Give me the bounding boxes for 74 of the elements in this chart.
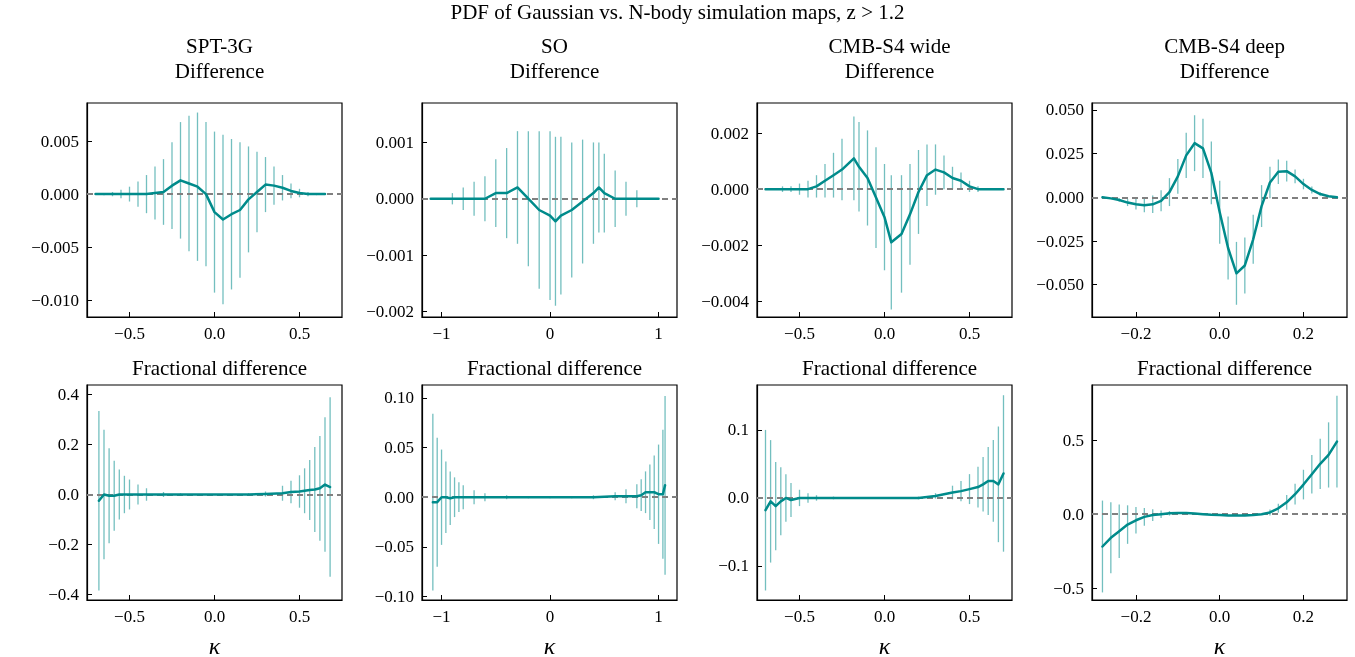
y-tick-label: 0.000 (375, 189, 414, 209)
x-tick-label: 0.0 (1209, 607, 1231, 626)
y-tick-label: 0.050 (1045, 100, 1084, 120)
y-tick-label: −0.5 (1053, 578, 1084, 598)
y-tick-label: −0.2 (48, 534, 79, 554)
y-tick-label: 0.005 (40, 131, 79, 151)
y-tick-label: 0.0 (727, 488, 749, 508)
y-tick-label: 0.025 (1045, 144, 1084, 164)
x-axis-title: κ (878, 633, 891, 657)
chart-title: Fractional difference (131, 355, 308, 380)
x-tick-label: −0.5 (114, 324, 145, 343)
x-tick-label: −0.2 (1120, 607, 1152, 626)
chart-subtitle: Difference (509, 58, 600, 83)
y-tick-label: 0.2 (57, 435, 79, 455)
y-tick-label: 0.000 (710, 179, 749, 199)
x-tick-label: 0.0 (873, 324, 896, 343)
y-tick-label: −0.025 (1036, 231, 1084, 251)
chart-title: Fractional difference (466, 355, 643, 380)
x-tick-label: 1 (654, 324, 663, 343)
y-tick-label: 0.0 (57, 485, 79, 504)
y-tick-label: −0.002 (701, 235, 749, 255)
y-tick-label: −0.002 (366, 301, 414, 321)
x-tick-label: 0.5 (958, 324, 981, 343)
y-tick-label: 0.001 (375, 132, 414, 152)
x-tick-label: −0.5 (784, 607, 815, 626)
x-tick-label: 0.0 (873, 607, 896, 626)
chart-title: Fractional difference (1136, 355, 1313, 380)
y-tick-label: −0.005 (31, 237, 79, 257)
x-tick-label: 0 (545, 607, 555, 626)
y-tick-label: −0.004 (701, 291, 750, 311)
x-axis-title: κ (208, 633, 221, 657)
y-tick-label: 0.002 (710, 123, 749, 143)
y-tick-label: −0.1 (718, 556, 749, 576)
x-tick-label: 0.5 (288, 607, 311, 626)
y-tick-label: 0.5 (1062, 430, 1084, 450)
y-tick-label: 0.00 (384, 487, 414, 507)
x-tick-label: 0.5 (958, 607, 981, 626)
y-tick-label: −0.050 (1036, 275, 1084, 295)
y-tick-label: 0.1 (727, 420, 749, 440)
y-tick-label: 0.10 (384, 388, 414, 408)
x-axis-title: κ (1213, 633, 1226, 657)
x-tick-label: −0.5 (114, 607, 145, 626)
chart-subtitle: Difference (844, 58, 935, 83)
x-tick-label: −0.5 (784, 324, 815, 343)
chart-title: CMB-S4 deep (1164, 33, 1285, 58)
y-tick-label: −0.001 (366, 245, 414, 265)
y-tick-label: −0.4 (48, 584, 80, 604)
y-tick-label: 0.05 (384, 438, 414, 458)
x-tick-label: 1 (654, 607, 663, 626)
x-tick-label: 0.5 (288, 324, 311, 343)
x-tick-label: −1 (432, 324, 451, 343)
x-tick-label: −0.2 (1120, 324, 1152, 343)
y-tick-label: 0.0 (1062, 504, 1084, 524)
x-tick-label: 0.0 (203, 324, 226, 343)
x-tick-label: −1 (432, 607, 451, 626)
x-tick-label: 0.0 (203, 607, 226, 626)
x-tick-label: 0.2 (1292, 607, 1315, 626)
chart-title: SPT-3G (186, 33, 253, 58)
y-tick-label: −0.010 (31, 290, 79, 310)
chart-title: CMB-S4 wide (828, 33, 951, 58)
chart-subtitle: Difference (174, 58, 265, 83)
x-tick-label: 0.2 (1292, 324, 1315, 343)
chart-subtitle: Difference (1179, 58, 1270, 83)
x-tick-label: 0.0 (1209, 324, 1231, 343)
y-tick-label: 0.000 (1045, 187, 1084, 207)
x-axis-title: κ (543, 633, 556, 657)
text: PDF of Gaussian vs. N-body simulation maps, z > 1.2 (449, 0, 906, 25)
chart-title: Fractional difference (801, 355, 978, 380)
y-tick-label: 0.4 (57, 385, 80, 405)
y-tick-label: 0.000 (40, 184, 79, 204)
y-tick-label: −0.10 (374, 587, 414, 607)
chart-title: SO (541, 33, 568, 58)
x-tick-label: 0 (545, 324, 555, 343)
y-tick-label: −0.05 (374, 537, 414, 557)
